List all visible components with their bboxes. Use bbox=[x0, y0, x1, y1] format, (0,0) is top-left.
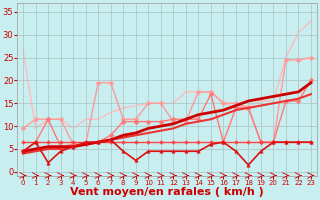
X-axis label: Vent moyen/en rafales ( km/h ): Vent moyen/en rafales ( km/h ) bbox=[70, 187, 264, 197]
